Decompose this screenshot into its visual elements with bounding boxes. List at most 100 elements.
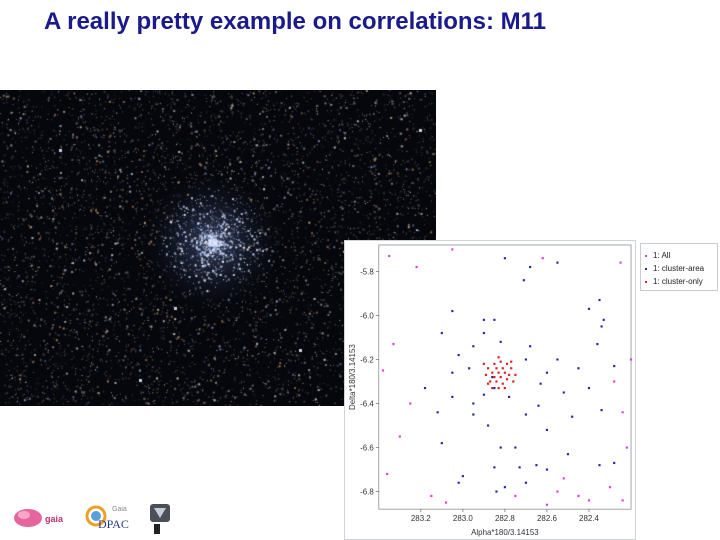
data-point (440, 442, 443, 445)
data-point (386, 472, 389, 476)
data-point (510, 360, 513, 363)
data-point (545, 503, 549, 506)
data-point (493, 318, 496, 321)
x-tick-label: 282.8 (495, 514, 515, 523)
data-point (495, 367, 498, 370)
data-point (600, 409, 603, 412)
data-point (468, 367, 471, 370)
dpac-logo-text: DPAC (98, 517, 129, 531)
gaia-logo: gaia (14, 509, 64, 527)
gaia-logo-text: gaia (45, 514, 64, 524)
data-point (392, 342, 395, 346)
y-axis-label: Delta*180/3.14153 (348, 344, 357, 410)
slide-title: A really pretty example on correlations:… (44, 8, 546, 35)
data-point (436, 411, 439, 414)
data-point (486, 424, 490, 427)
data-point (503, 371, 506, 374)
data-point (484, 373, 488, 376)
data-point (541, 257, 544, 260)
data-point (608, 486, 612, 489)
data-point (503, 387, 506, 390)
data-point (501, 367, 504, 370)
legend-swatch (645, 280, 647, 283)
data-point (486, 367, 490, 370)
data-point (493, 387, 496, 390)
legend-label: 1: All (653, 251, 671, 260)
data-point (508, 373, 511, 376)
y-tick-label: -6.8 (360, 488, 374, 497)
data-point (514, 373, 517, 376)
data-point (482, 318, 485, 321)
data-point (524, 413, 528, 416)
data-point (495, 380, 498, 383)
data-point (503, 486, 506, 489)
data-point (493, 466, 496, 469)
logos-row: gaia Gaia DPAC (14, 504, 170, 534)
data-point (505, 362, 509, 365)
data-point (440, 331, 443, 335)
x-tick-label: 283.0 (453, 514, 473, 523)
dpac-small-text: Gaia (112, 506, 127, 513)
data-point (501, 382, 504, 385)
data-point (600, 325, 603, 328)
data-point (514, 494, 517, 498)
data-point (587, 307, 591, 310)
data-point (482, 331, 485, 335)
data-point (621, 411, 624, 414)
data-point (486, 382, 490, 385)
data-point (524, 481, 528, 484)
y-tick-label: -6.4 (360, 399, 374, 408)
data-point (461, 475, 464, 478)
data-point (577, 494, 580, 498)
data-point (444, 501, 448, 504)
y-axis: -5.8 -6.0 -6.2 -6.4 -6.6 -6.8 (360, 267, 379, 497)
dpac-logo: Gaia DPAC (85, 505, 129, 531)
data-point (451, 309, 454, 313)
y-tick-label: -6.2 (360, 355, 374, 364)
y-tick-label: -6.0 (360, 311, 374, 320)
data-point (598, 464, 601, 467)
data-point (625, 446, 628, 449)
legend-swatch (645, 254, 647, 257)
data-point (562, 477, 565, 480)
data-point (491, 387, 494, 390)
data-point (510, 367, 513, 370)
data-point (472, 345, 475, 348)
data-point (451, 395, 454, 398)
data-point (499, 340, 502, 343)
data-point (482, 362, 485, 365)
data-point (529, 345, 532, 348)
data-point (613, 461, 616, 465)
data-point (556, 358, 559, 361)
data-point (629, 358, 633, 361)
legend-label: 1: cluster-only (653, 277, 703, 286)
data-point (482, 393, 485, 396)
x-axis: 283.2 283.0 282.8 282.6 282.4 (411, 509, 599, 523)
data-point (497, 356, 500, 359)
points-layer (381, 248, 633, 506)
data-point (457, 481, 460, 484)
data-point (529, 265, 532, 269)
data-point (562, 391, 565, 394)
data-point (539, 382, 542, 385)
y-tick-label: -6.6 (360, 444, 374, 453)
legend-item-cluster-only: 1: cluster-only (645, 276, 703, 288)
series-0 (381, 248, 633, 506)
data-point (430, 494, 433, 498)
data-point (512, 380, 515, 383)
data-point (499, 360, 502, 363)
data-point (415, 265, 418, 269)
data-point (472, 402, 475, 405)
data-point (491, 375, 494, 379)
data-point (545, 468, 549, 471)
data-point (388, 254, 391, 258)
y-tick-label: -5.8 (360, 267, 374, 276)
data-point (522, 279, 525, 282)
data-point (596, 342, 599, 346)
data-point (524, 358, 528, 361)
legend: 1: All 1: cluster-area 1: cluster-only (640, 243, 718, 291)
data-point (545, 371, 549, 374)
scatter-plot[interactable]: 283.2 283.0 282.8 282.6 282.4 -5.8 -6.0 -6.2 -6… (344, 240, 636, 540)
data-point (497, 387, 500, 390)
data-point (556, 490, 559, 493)
